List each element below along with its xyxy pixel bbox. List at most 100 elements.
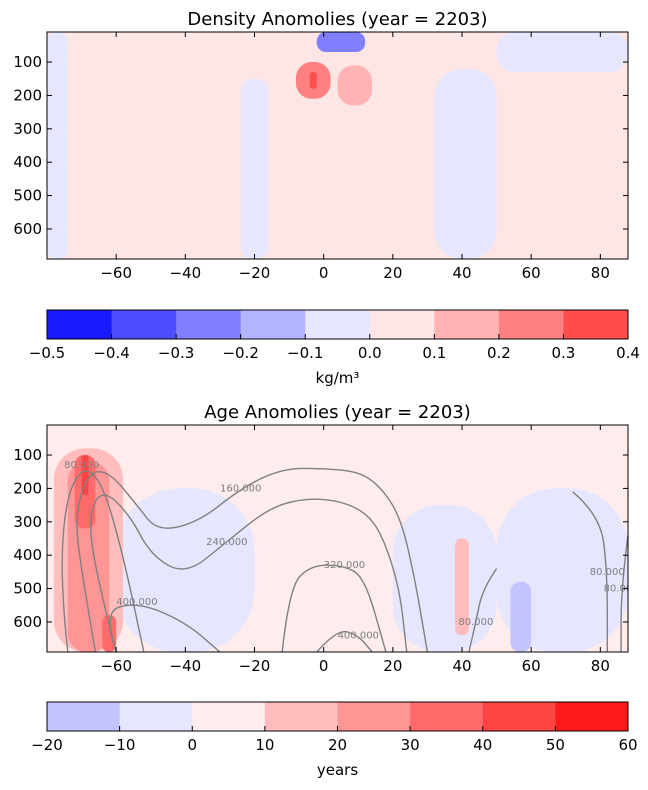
contour-label: 160.000 [220, 483, 261, 494]
colorbar-tick-label: 0.3 [552, 344, 576, 362]
colorbar-tick-label: −20 [31, 736, 63, 754]
anomaly-region [309, 72, 317, 89]
x-tick-label: 40 [452, 264, 471, 282]
colorbar-swatch [192, 702, 266, 731]
contour-line [61, 470, 145, 652]
contour-line [572, 491, 608, 652]
chart-panel-1: Age Anomolies (year = 2203) 80.000 160.000… [13, 402, 639, 779]
colorbar-swatch [410, 702, 484, 731]
contour-line [468, 568, 498, 652]
y-tick-label: 400 [13, 546, 42, 564]
anomaly-region [240, 78, 269, 259]
contour-line [620, 535, 628, 652]
y-tick-label: 300 [13, 120, 42, 138]
anomaly-region [455, 538, 469, 636]
x-tick-label: −60 [100, 657, 132, 675]
colorbar-swatch [555, 702, 629, 731]
contour-label: 80.000 [604, 584, 639, 595]
contour-label: 240.000 [206, 537, 247, 548]
x-tick-label: 20 [383, 657, 402, 675]
colorbar-swatch [119, 702, 193, 731]
colorbar-tick-label: 20 [328, 736, 347, 754]
colorbar-swatch [264, 702, 338, 731]
colorbar-swatch [482, 702, 556, 731]
contour-label: 80.000 [458, 617, 493, 628]
colorbar-swatch [240, 310, 306, 339]
colorbar-tick-label: 0.1 [422, 344, 446, 362]
y-tick-label: 100 [13, 53, 42, 71]
colorbar-tick-label: 60 [618, 736, 637, 754]
anomaly-region [392, 505, 497, 652]
colorbar-tick-label: −0.2 [222, 344, 258, 362]
y-tick-label: 600 [13, 220, 42, 238]
contour-fill [47, 425, 628, 652]
colorbar-label: kg/m³ [316, 369, 360, 387]
y-tick-label: 500 [13, 580, 42, 598]
plot-frame [46, 31, 629, 260]
contour-fill [47, 32, 628, 259]
anomaly-region [81, 455, 89, 496]
x-tick-label: −40 [170, 657, 202, 675]
x-tick-label: −60 [100, 264, 132, 282]
colorbar-swatch [47, 310, 113, 339]
colorbar-tick-label: 0 [187, 736, 197, 754]
colorbar: −0.5 −0.4 −0.3 −0.2 −0.1 0.0 0.1 0.2 0.3 0.4 kg/m³ [29, 309, 640, 387]
colorbar-tick-label: 10 [255, 736, 274, 754]
anomaly-region [434, 68, 497, 259]
anomaly-region [316, 32, 366, 53]
y-tick-label: 200 [13, 479, 42, 497]
contour-label: 320.000 [324, 560, 365, 571]
colorbar-frame [46, 309, 629, 340]
chart-panel-0: Density Anomolies (year = 2203) −60 −40 −20… [13, 9, 640, 387]
x-tick-label: −20 [239, 657, 271, 675]
x-tick-label: −40 [170, 264, 202, 282]
colorbar-tick-label: 0.4 [616, 344, 640, 362]
colorbar-tick-label: 50 [546, 736, 565, 754]
contour-lines: 80.000 160.000 240.000 320.000 400.000 400.00… [61, 460, 639, 652]
colorbar-tick-label: −0.1 [287, 344, 323, 362]
contour-line [281, 564, 387, 652]
colorbar-tick-label: −0.5 [29, 344, 65, 362]
contour-line [316, 630, 373, 652]
colorbar-swatch [337, 702, 411, 731]
colorbar-tick-label: 30 [401, 736, 420, 754]
y-tick-label: 400 [13, 153, 42, 171]
x-tick-label: 20 [383, 264, 402, 282]
colorbar-swatch [47, 702, 121, 731]
contour-label: 80.000 [64, 460, 99, 471]
colorbar-tick-label: 40 [473, 736, 492, 754]
anomaly-region [116, 488, 255, 652]
contour-label: 80.000 [590, 567, 625, 578]
contour-line [76, 467, 429, 652]
colorbar-swatch [369, 310, 435, 339]
x-tick-label: 40 [452, 657, 471, 675]
x-tick-label: 0 [319, 657, 329, 675]
x-tick-label: 60 [522, 657, 541, 675]
colorbar-tick-label: 0.0 [358, 344, 382, 362]
colorbar-tick-label: 0.2 [487, 344, 511, 362]
y-tick-label: 600 [13, 613, 42, 631]
colorbar-tick-label: −10 [104, 736, 136, 754]
colorbar-swatch [434, 310, 500, 339]
y-tick-label: 300 [13, 513, 42, 531]
chart-title: Density Anomolies (year = 2203) [187, 9, 487, 30]
x-tick-label: 80 [591, 657, 610, 675]
colorbar: −20 −10 0 10 20 30 40 50 60 years [31, 701, 638, 779]
x-tick-label: −20 [239, 264, 271, 282]
x-tick-label: 80 [591, 264, 610, 282]
contour-label: 400.000 [116, 597, 157, 608]
chart-title: Age Anomolies (year = 2203) [204, 402, 471, 423]
y-tick-label: 200 [13, 86, 42, 104]
colorbar-tick-label: −0.4 [93, 344, 129, 362]
colorbar-swatch [563, 310, 629, 339]
anomaly-region [510, 581, 532, 652]
colorbar-swatch [498, 310, 564, 339]
x-tick-label: 60 [522, 264, 541, 282]
anomaly-region [496, 32, 628, 73]
y-tick-label: 100 [13, 446, 42, 464]
x-tick-label: 0 [319, 264, 329, 282]
colorbar-tick-label: −0.3 [158, 344, 194, 362]
y-tick-label: 500 [13, 187, 42, 205]
contour-line [109, 604, 221, 652]
